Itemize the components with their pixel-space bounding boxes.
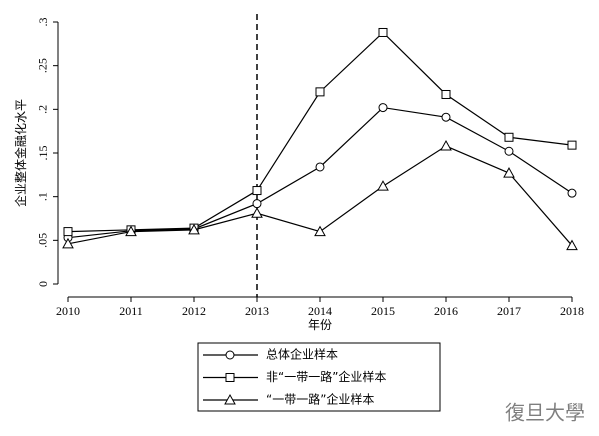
point	[441, 112, 451, 122]
point	[315, 162, 325, 172]
point	[315, 87, 325, 97]
x-tick-label: 2018	[560, 304, 584, 318]
point	[378, 27, 388, 37]
y-tick-label: .25	[36, 58, 50, 73]
y-tick-label: .05	[36, 233, 50, 248]
point	[567, 140, 577, 150]
point	[377, 180, 389, 191]
x-tick-label: 2013	[245, 304, 269, 318]
point	[125, 225, 137, 237]
legend-label: 总体企业样本	[266, 347, 338, 362]
legend-box	[197, 342, 441, 412]
y-tick-label: .1	[36, 192, 50, 201]
x-tick-label: 2015	[371, 304, 395, 318]
point	[314, 225, 326, 237]
legend-marker	[224, 393, 236, 405]
legend-label: “一带一路”企业样本	[266, 392, 374, 407]
point	[188, 223, 200, 235]
y-tick-label: .15	[36, 146, 50, 161]
legend-label: 非“一带一路”企业样本	[266, 369, 386, 384]
x-tick-label: 2011	[119, 304, 143, 318]
point	[440, 139, 452, 151]
point	[378, 103, 388, 113]
x-tick-label: 2014	[308, 304, 332, 318]
point	[567, 188, 577, 198]
watermark: 復旦大學	[505, 402, 585, 425]
y-tick-label: .3	[36, 18, 50, 27]
point	[441, 89, 451, 99]
x-tick-label: 2017	[497, 304, 521, 318]
y-tick-label: 0	[36, 281, 50, 287]
point	[504, 146, 514, 156]
x-tick-label: 2016	[434, 304, 458, 318]
x-tick-label: 2012	[182, 304, 206, 318]
legend-marker	[225, 350, 235, 360]
point	[62, 237, 74, 249]
point	[63, 227, 73, 237]
legend-marker	[225, 373, 235, 382]
x-axis-title: 年份	[308, 318, 332, 332]
x-tick-label: 2010	[56, 304, 80, 318]
point	[504, 132, 514, 142]
y-axis-title: 企业整体金融化水平	[13, 99, 28, 207]
point	[503, 167, 515, 178]
point	[566, 239, 578, 251]
y-tick-label: .2	[36, 105, 50, 114]
point	[252, 199, 262, 209]
point	[251, 207, 263, 218]
point	[252, 186, 262, 196]
